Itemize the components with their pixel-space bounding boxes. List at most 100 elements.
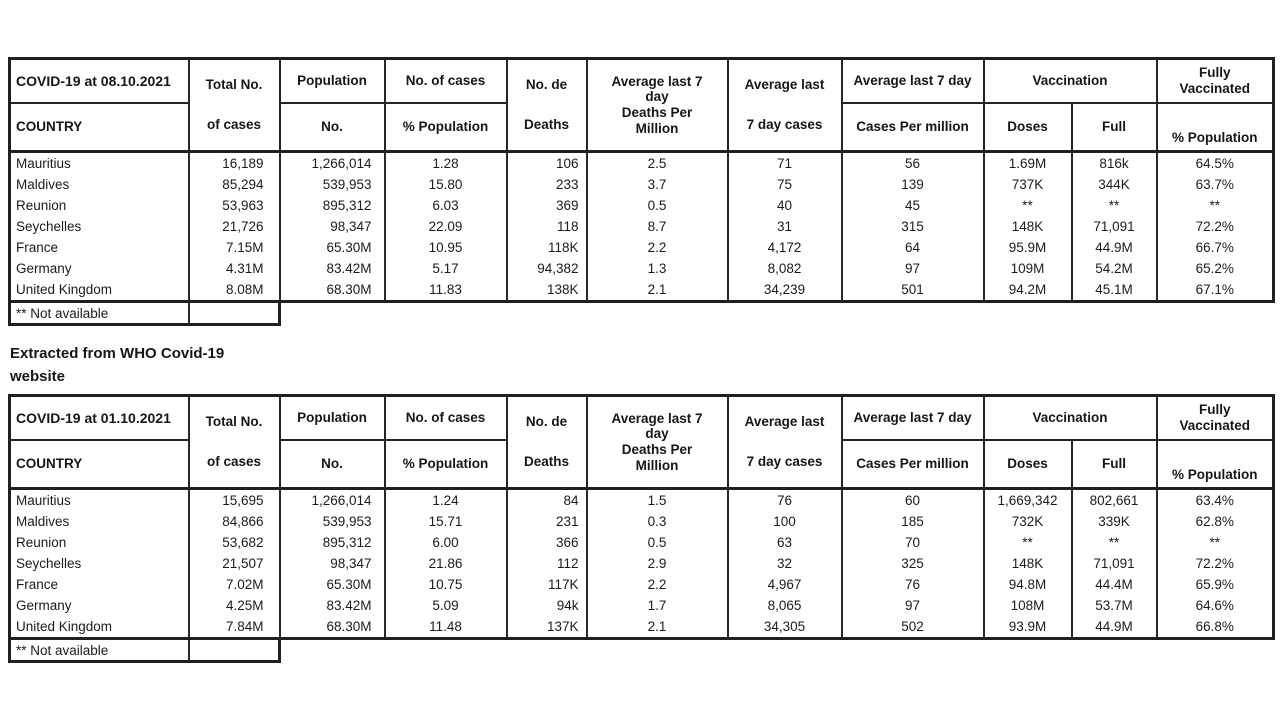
value-cell: 117K: [505, 574, 588, 595]
value-cell: 1,266,014: [278, 151, 386, 174]
value-cell: 732K: [982, 511, 1073, 532]
value-cell: 84,866: [187, 511, 281, 532]
value-cell: 501: [840, 279, 985, 302]
table-header: COVID-19 at 01.10.2021 Total No. of case…: [8, 394, 1275, 490]
value-cell: 83.42M: [278, 595, 386, 616]
header-fully-vaccinated: Fully Vaccinated: [1155, 57, 1275, 104]
value-cell: 34,239: [726, 279, 843, 302]
header-fully-vaccinated-pct: % Population: [1155, 439, 1275, 490]
value-cell: **: [982, 532, 1073, 553]
value-cell: 6.03: [383, 195, 508, 216]
value-cell: 139: [840, 174, 985, 195]
value-cell: 97: [840, 258, 985, 279]
value-cell: 60: [840, 488, 985, 511]
value-cell: 1.7: [585, 595, 729, 616]
value-cell: 6.00: [383, 532, 508, 553]
table-row: Mauritius 15,695 1,266,014 1.24 84 1.5 76 60 1,6…: [8, 488, 1275, 511]
value-cell: 369: [505, 195, 588, 216]
table-row: France 7.15M 65.30M 10.95 118K 2.2 4,172 64 95.9…: [8, 237, 1275, 258]
value-cell: 75: [726, 174, 843, 195]
table-row: France 7.02M 65.30M 10.75 117K 2.2 4,967 76 94.8…: [8, 574, 1275, 595]
table-row: Maldives 85,294 539,953 15.80 233 3.7 75 139 737…: [8, 174, 1275, 195]
value-cell: 0.5: [585, 195, 729, 216]
value-cell: 539,953: [278, 511, 386, 532]
country-cell: Germany: [8, 595, 190, 616]
value-cell: 65.30M: [278, 574, 386, 595]
header-deaths: No. de Deaths: [505, 57, 588, 153]
value-cell: 2.1: [585, 279, 729, 302]
value-cell: 72.2%: [1155, 216, 1275, 237]
value-cell: 94.2M: [982, 279, 1073, 302]
value-cell: 1,266,014: [278, 488, 386, 511]
footnote-spacer: [279, 300, 1274, 325]
value-cell: 1.3: [585, 258, 729, 279]
table-row: Germany 4.25M 83.42M 5.09 94k 1.7 8,065 97 108M 5…: [8, 595, 1275, 616]
header-population: Population: [278, 394, 386, 441]
value-cell: 366: [505, 532, 588, 553]
header-total-cases: Total No. of cases: [187, 394, 281, 490]
footnote-not-available: ** Not available: [8, 637, 190, 663]
value-cell: 344K: [1070, 174, 1158, 195]
header-vaccination: Vaccination: [982, 57, 1158, 104]
value-cell: 95.9M: [982, 237, 1073, 258]
value-cell: 21,507: [187, 553, 281, 574]
value-cell: **: [1155, 532, 1275, 553]
country-cell: Seychelles: [8, 553, 190, 574]
value-cell: 11.83: [383, 279, 508, 302]
value-cell: 2.2: [585, 574, 729, 595]
value-cell: 802,661: [1070, 488, 1158, 511]
value-cell: 4,967: [726, 574, 843, 595]
value-cell: 34,305: [726, 616, 843, 639]
country-cell: Reunion: [8, 195, 190, 216]
value-cell: 16,189: [187, 151, 281, 174]
source-note-line1: Extracted from WHO Covid-19: [10, 345, 225, 362]
value-cell: 11.48: [383, 616, 508, 639]
country-cell: France: [8, 574, 190, 595]
table-row: Reunion 53,963 895,312 6.03 369 0.5 40 45 ** ** **: [8, 195, 1275, 216]
value-cell: 112: [505, 553, 588, 574]
header-avg-deaths-per-million: Average last 7 day Deaths Per Million: [585, 394, 729, 490]
value-cell: **: [982, 195, 1073, 216]
value-cell: 68.30M: [278, 616, 386, 639]
value-cell: 63: [726, 532, 843, 553]
country-cell: Mauritius: [8, 488, 190, 511]
value-cell: 5.17: [383, 258, 508, 279]
value-cell: 40: [726, 195, 843, 216]
table-title: COVID-19 at 01.10.2021: [8, 394, 190, 441]
header-avg-7day-cases: Average last 7 day cases: [726, 394, 843, 490]
value-cell: 94,382: [505, 258, 588, 279]
covid-table-08-10-2021: COVID-19 at 08.10.2021 Total No. of case…: [8, 57, 1275, 326]
value-cell: 100: [726, 511, 843, 532]
value-cell: 1.69M: [982, 151, 1073, 174]
value-cell: 62.8%: [1155, 511, 1275, 532]
header-pct-population: % Population: [383, 439, 508, 490]
header-cases-per-million: Cases Per million: [840, 439, 985, 490]
country-cell: United Kingdom: [8, 616, 190, 639]
table-row: United Kingdom 7.84M 68.30M 11.48 137K 2.1 34,…: [8, 616, 1275, 639]
value-cell: 15.71: [383, 511, 508, 532]
table-row: Seychelles 21,726 98,347 22.09 118 8.7 31 315 14…: [8, 216, 1275, 237]
footnote-empty-cell: [188, 637, 281, 663]
header-avg-7day-cases: Average last 7 day cases: [726, 57, 843, 153]
value-cell: 94k: [505, 595, 588, 616]
value-cell: 895,312: [278, 532, 386, 553]
value-cell: 816k: [1070, 151, 1158, 174]
value-cell: 7.84M: [187, 616, 281, 639]
value-cell: 45.1M: [1070, 279, 1158, 302]
value-cell: 339K: [1070, 511, 1158, 532]
value-cell: 4.25M: [187, 595, 281, 616]
value-cell: 22.09: [383, 216, 508, 237]
table-title: COVID-19 at 08.10.2021: [8, 57, 190, 104]
value-cell: 4,172: [726, 237, 843, 258]
value-cell: 233: [505, 174, 588, 195]
value-cell: 98,347: [278, 216, 386, 237]
country-cell: Reunion: [8, 532, 190, 553]
table-row: Germany 4.31M 83.42M 5.17 94,382 1.3 8,082 97 10…: [8, 258, 1275, 279]
header-country: COUNTRY: [8, 102, 190, 153]
header-cases-per-million: Cases Per million: [840, 102, 985, 153]
value-cell: 231: [505, 511, 588, 532]
value-cell: 65.2%: [1155, 258, 1275, 279]
value-cell: 94.8M: [982, 574, 1073, 595]
value-cell: 15.80: [383, 174, 508, 195]
value-cell: 7.02M: [187, 574, 281, 595]
